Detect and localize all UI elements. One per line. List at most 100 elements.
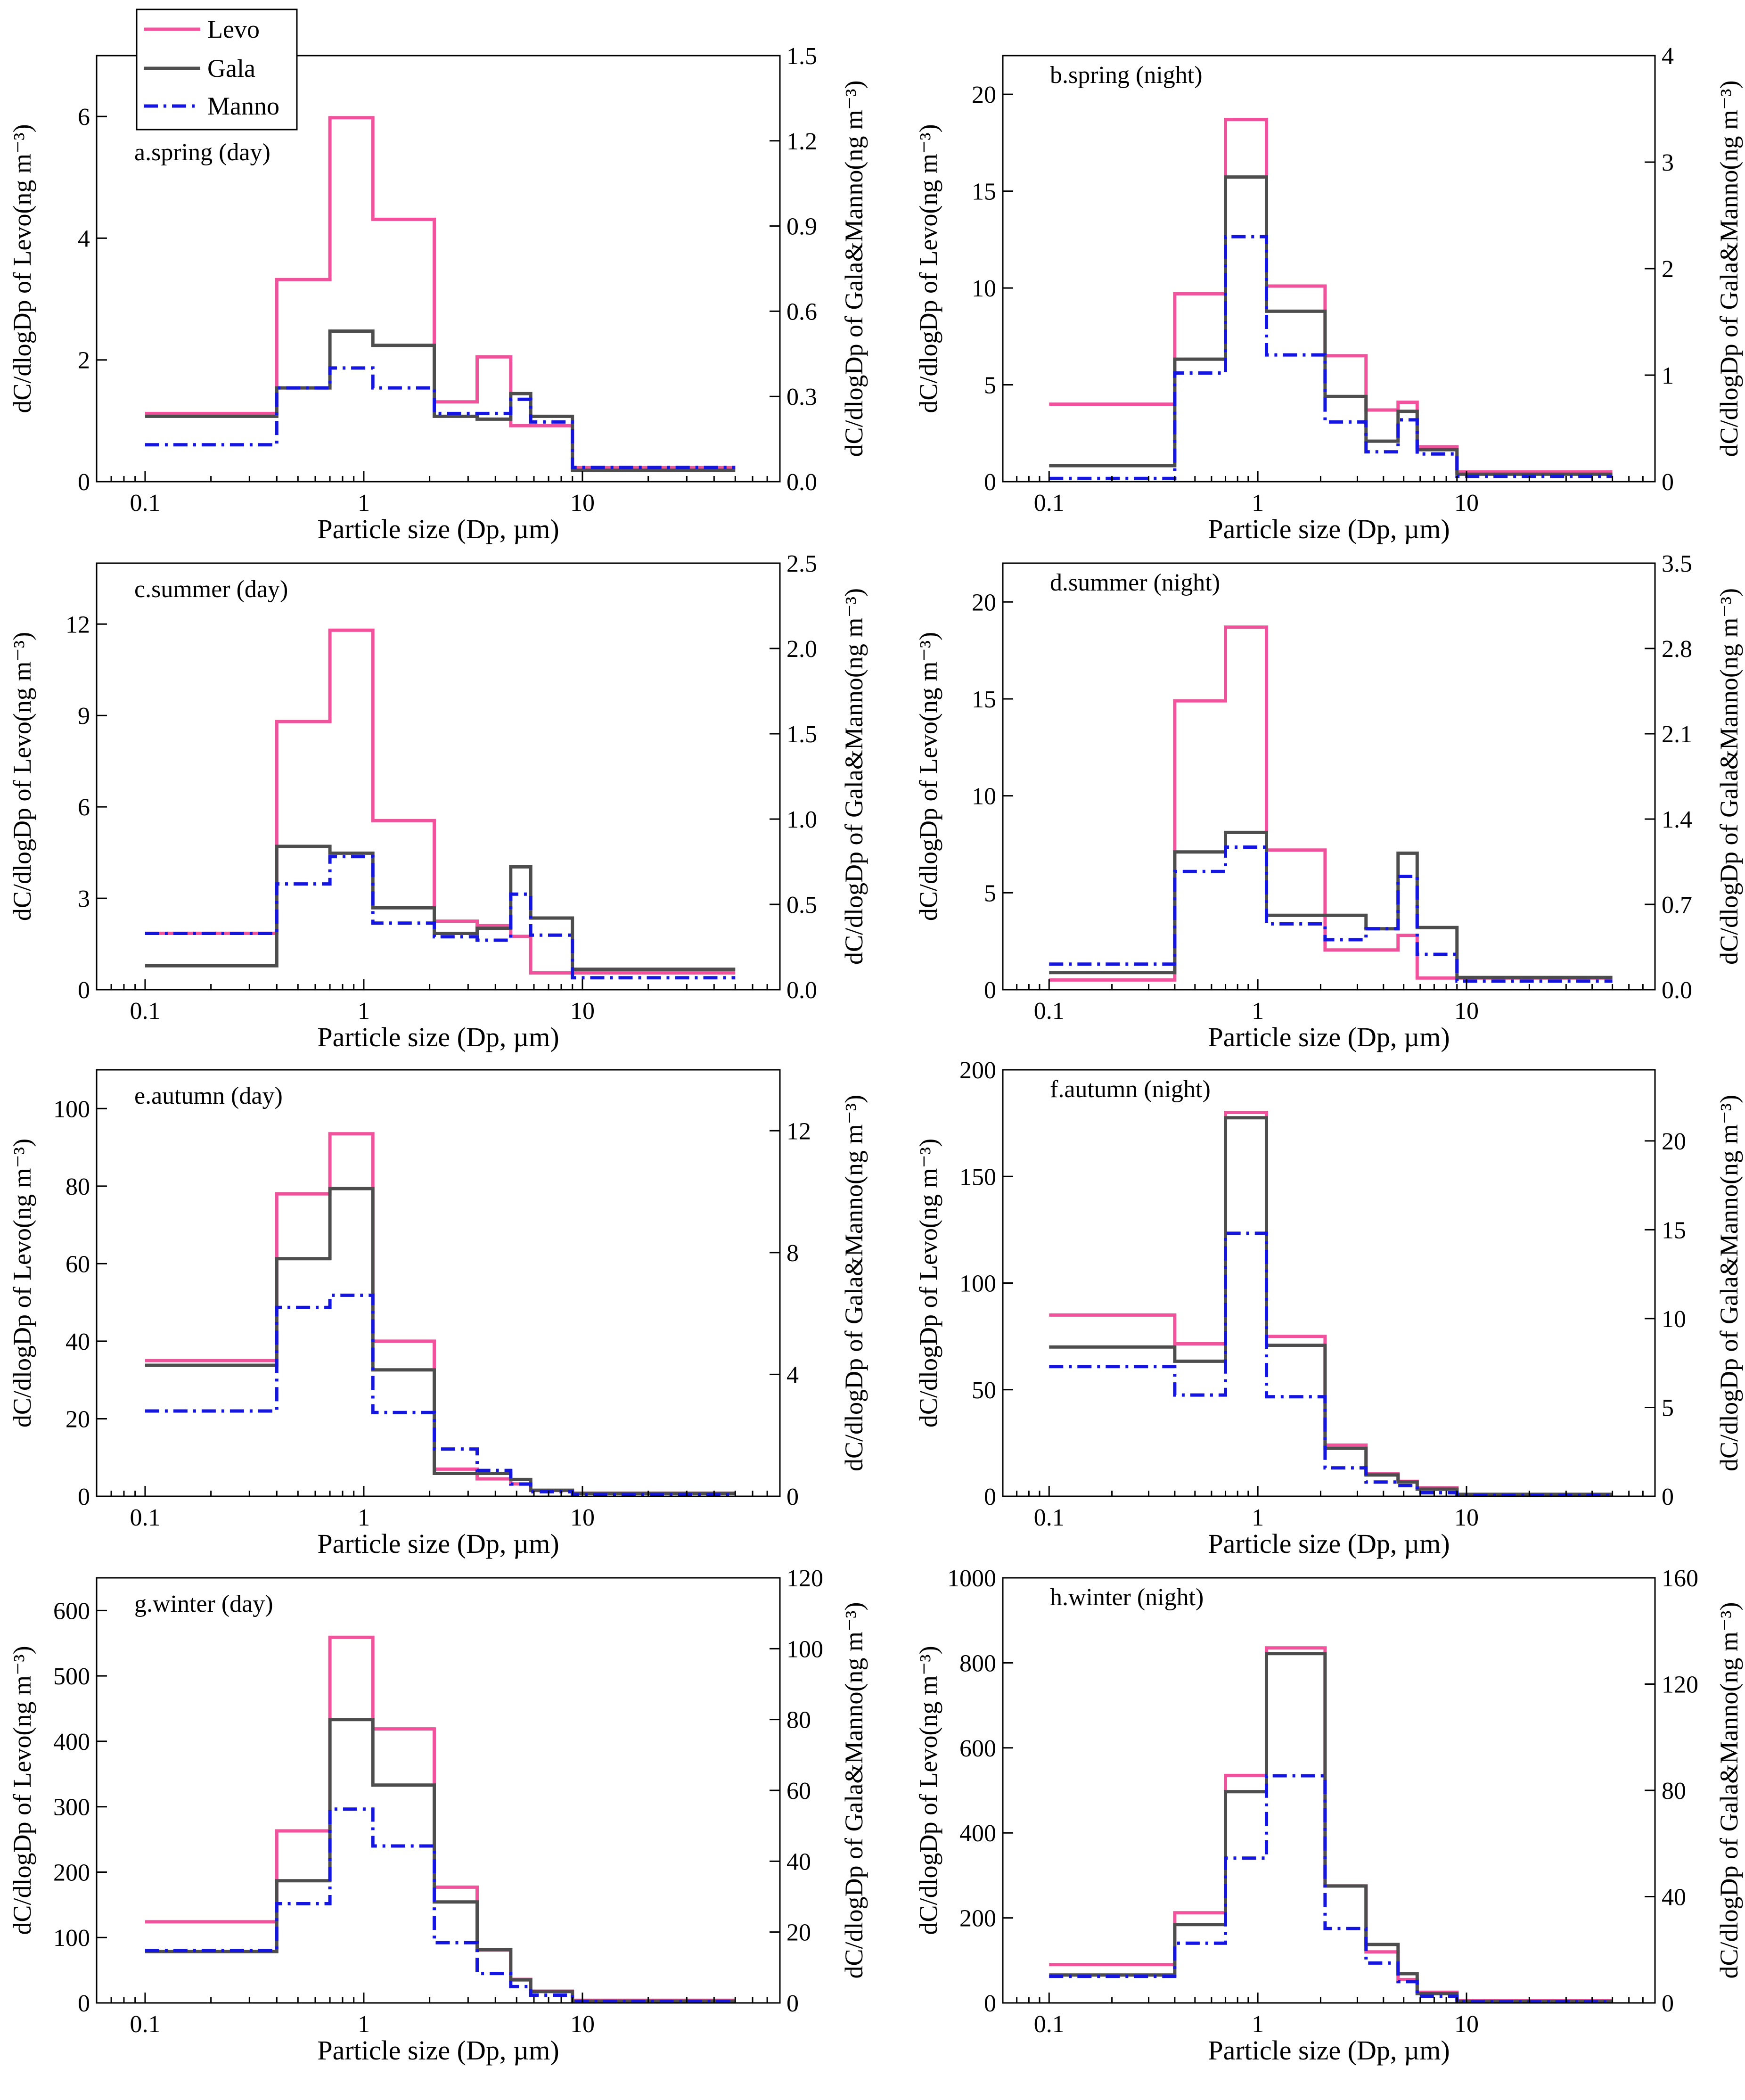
- series-gala-line: [145, 1718, 736, 2003]
- y-right-tick-label: 0: [1662, 469, 1674, 496]
- y-left-tick-label: 20: [972, 589, 996, 616]
- y-left-tick-label: 0: [984, 469, 996, 496]
- y-right-tick-label: 5: [1662, 1395, 1674, 1421]
- y-left-tick-label: 0: [78, 1484, 90, 1510]
- x-tick-label: 0.1: [1034, 2011, 1065, 2038]
- y-right-tick-label: 0.7: [1662, 892, 1692, 919]
- y-right-tick-label: 20: [1662, 1128, 1686, 1155]
- y-right-tick-label: 2.1: [1662, 721, 1692, 748]
- panel-title: e.autumn (day): [134, 1083, 283, 1109]
- panel-title: a.spring (day): [134, 139, 270, 166]
- series-manno-line: [1049, 1774, 1613, 2004]
- series-levo-line: [1049, 625, 1613, 982]
- y-left-tick-label: 0: [78, 977, 90, 1004]
- y-left-tick-label: 80: [66, 1173, 90, 1200]
- plot-frame: [1002, 1069, 1656, 1497]
- y-left-tick-label: 6: [78, 794, 90, 821]
- series-levo-line: [1049, 1111, 1613, 1496]
- series-levo-line: [145, 1132, 736, 1495]
- y-left-tick-label: 500: [53, 1663, 90, 1690]
- y-left-tick-label: 200: [959, 1905, 996, 1932]
- y-right-tick-label: 8: [786, 1240, 799, 1267]
- panel-3: 0.1 1 10 0 3 6 9 12 0.0 0.5 1.0 1.5 2.0 2.5 c.summer (…: [8, 550, 868, 1052]
- x-tick-label: 1: [358, 998, 370, 1025]
- y-left-axis-label: dC/dlogDp of Levo(ng m⁻³): [8, 632, 36, 921]
- y-right-tick-label: 15: [1662, 1217, 1686, 1244]
- series-gala-line: [145, 845, 736, 971]
- panel-title: f.autumn (night): [1050, 1076, 1211, 1103]
- panel-4: 0.1 1 10 0 5 10 15 20 0.0 0.7 1.4 2.1 2.8 3.5 d.summer…: [914, 550, 1743, 1052]
- series-manno-line: [145, 1293, 736, 1497]
- y-left-tick-label: 6: [78, 104, 90, 131]
- y-right-tick-label: 0.3: [786, 384, 817, 410]
- y-right-tick-label: 40: [1662, 1884, 1686, 1911]
- y-left-tick-label: 800: [959, 1650, 996, 1677]
- y-left-axis-label: dC/dlogDp of Levo(ng m⁻³): [914, 1646, 942, 1935]
- y-right-tick-label: 3: [1662, 149, 1674, 176]
- x-tick-label: 0.1: [130, 490, 160, 517]
- y-left-tick-label: 100: [959, 1271, 996, 1297]
- y-left-tick-label: 1000: [947, 1565, 996, 1592]
- panel-title: c.summer (day): [134, 576, 288, 603]
- x-tick-label: 1: [1252, 998, 1264, 1025]
- y-left-tick-label: 300: [53, 1794, 90, 1821]
- y-right-tick-label: 4: [1662, 43, 1674, 70]
- x-axis-label: Particle size (Dp, µm): [317, 1022, 559, 1052]
- y-left-tick-label: 0: [984, 977, 996, 1004]
- y-right-tick-label: 2.8: [1662, 636, 1692, 663]
- x-tick-label: 10: [1454, 2011, 1479, 2038]
- y-right-tick-label: 120: [1662, 1672, 1698, 1698]
- panel-2: 0.1 1 10 0 5 10 15 20 0 1 2 3 4 b.spring (night) Parti…: [914, 43, 1743, 544]
- x-axis-label: Particle size (Dp, µm): [317, 2035, 559, 2066]
- x-tick-label: 10: [570, 1504, 595, 1531]
- y-left-axis-label: dC/dlogDp of Levo(ng m⁻³): [914, 1139, 942, 1427]
- y-left-tick-label: 15: [972, 686, 996, 713]
- x-tick-label: 1: [358, 2011, 370, 2038]
- y-left-tick-label: 20: [66, 1406, 90, 1433]
- y-left-tick-label: 200: [959, 1057, 996, 1084]
- panel-title: b.spring (night): [1050, 62, 1203, 89]
- y-right-tick-label: 0.0: [786, 977, 817, 1004]
- series-gala-line: [1049, 1116, 1613, 1496]
- y-right-tick-label: 1.5: [786, 721, 817, 748]
- plot-frame: [96, 55, 781, 483]
- y-right-tick-label: 0.0: [786, 469, 817, 496]
- x-tick-label: 0.1: [130, 1504, 160, 1531]
- x-tick-label: 10: [570, 490, 595, 517]
- y-right-axis-label: dC/dlogDp of Gala&Manno(ng m⁻³): [1715, 1602, 1743, 1978]
- y-right-tick-label: 3.5: [1662, 550, 1692, 577]
- y-right-axis-label: dC/dlogDp of Gala&Manno(ng m⁻³): [1715, 1095, 1743, 1471]
- x-axis-label: Particle size (Dp, µm): [1208, 514, 1450, 544]
- y-left-tick-label: 100: [53, 1096, 90, 1123]
- x-axis-label: Particle size (Dp, µm): [317, 1528, 559, 1559]
- panel-1: 0.1 1 10 0 2 4 6 0.0 0.3 0.6 0.9 1.2 1.5 a.spring (da…: [8, 43, 868, 544]
- y-right-tick-label: 1.5: [786, 43, 817, 70]
- x-axis-label: Particle size (Dp, µm): [1208, 2035, 1450, 2066]
- y-left-axis-label: dC/dlogDp of Levo(ng m⁻³): [8, 1139, 36, 1427]
- y-left-tick-label: 100: [53, 1925, 90, 1952]
- y-left-tick-label: 0: [78, 1990, 90, 2017]
- series-gala-line: [1049, 1652, 1613, 2003]
- series-gala-line: [145, 1187, 736, 1495]
- y-left-tick-label: 9: [78, 703, 90, 730]
- x-tick-label: 10: [1454, 490, 1479, 517]
- y-right-axis-label: dC/dlogDp of Gala&Manno(ng m⁻³): [1715, 588, 1743, 965]
- y-right-tick-label: 1: [1662, 362, 1674, 389]
- y-left-axis-label: dC/dlogDp of Levo(ng m⁻³): [914, 632, 942, 921]
- y-right-axis-label: dC/dlogDp of Gala&Manno(ng m⁻³): [840, 1602, 868, 1978]
- y-right-tick-label: 0.6: [786, 298, 817, 325]
- y-right-tick-label: 120: [786, 1565, 823, 1592]
- y-left-tick-label: 600: [959, 1735, 996, 1762]
- y-right-tick-label: 0: [1662, 1990, 1674, 2017]
- y-right-tick-label: 0.0: [1662, 977, 1692, 1004]
- x-tick-label: 1: [1252, 2011, 1264, 2038]
- legend-label-manno: Manno: [207, 92, 279, 120]
- series-manno-line: [145, 855, 736, 980]
- y-right-tick-label: 1.4: [1662, 806, 1692, 833]
- y-left-tick-label: 5: [984, 880, 996, 907]
- y-right-tick-label: 0: [786, 1484, 799, 1510]
- y-left-tick-label: 2: [78, 347, 90, 374]
- y-left-tick-label: 150: [959, 1164, 996, 1190]
